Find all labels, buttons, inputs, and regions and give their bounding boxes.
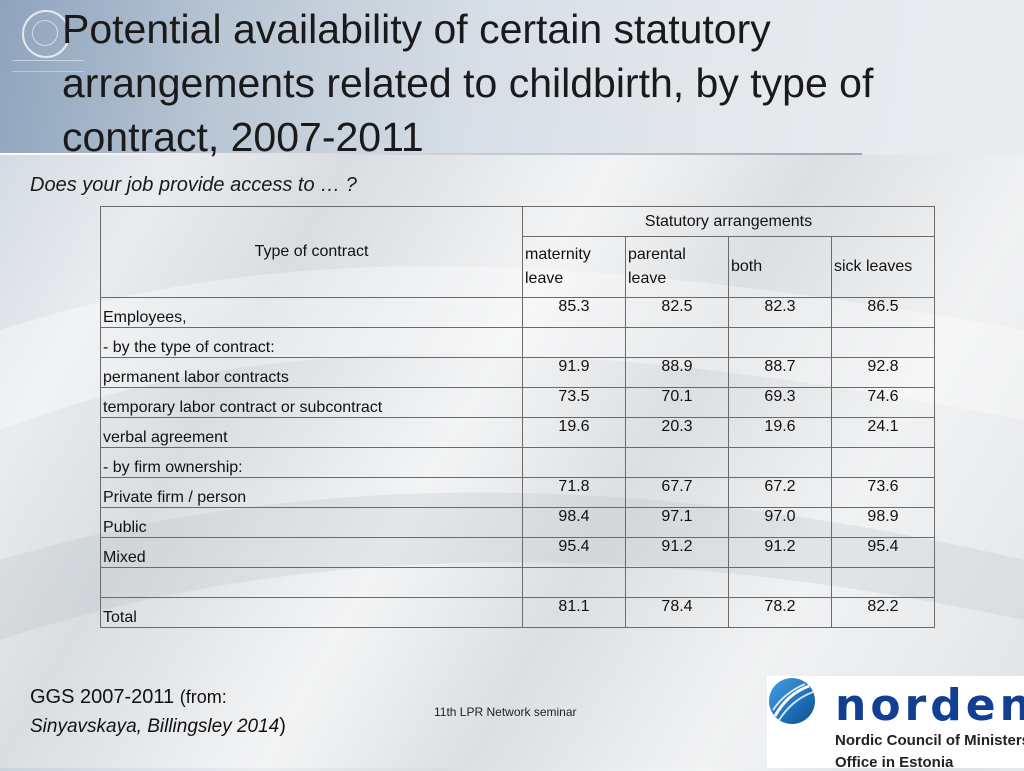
table-cell: 78.4 (625, 597, 729, 628)
row-label: temporary labor contract or subcontract (100, 387, 523, 418)
table-cell: 97.0 (728, 507, 832, 538)
table-row: Private firm / person 71.8 67.7 67.2 73.6 (100, 477, 935, 508)
seal-caption-mark (12, 60, 84, 72)
slide-subtitle: Does your job provide access to … ? (30, 174, 357, 196)
norden-wordmark: norden (835, 680, 1024, 731)
table-cell: 98.4 (522, 507, 626, 538)
logo-line-1: Nordic Council of Ministers' (835, 732, 1024, 749)
row-label: - by firm ownership: (100, 447, 523, 478)
table-cell (728, 567, 832, 598)
table-cell: 91.2 (625, 537, 729, 568)
table-cell (831, 447, 935, 478)
col-header-parental: parental leave (625, 236, 729, 298)
table-cell: 19.6 (728, 417, 832, 448)
table-cell (522, 567, 626, 598)
row-label: permanent labor contracts (100, 357, 523, 388)
header-band (0, 0, 1024, 155)
table-cell: 71.8 (522, 477, 626, 508)
row-label: Mixed (100, 537, 523, 568)
norden-logo: norden Nordic Council of Ministers' Offi… (767, 676, 1024, 771)
row-label: - by the type of contract: (100, 327, 523, 358)
slide-title: Potential availability of certain statut… (62, 6, 874, 160)
row-label (100, 567, 523, 598)
table-cell: 88.9 (625, 357, 729, 388)
table-cell: 85.3 (522, 297, 626, 328)
logo-line-2: Office in Estonia (835, 754, 954, 771)
table-cell: 69.3 (728, 387, 832, 418)
row-label: Public (100, 507, 523, 538)
table-cell: 19.6 (522, 417, 626, 448)
table-cell (625, 447, 729, 478)
source-close: ) (279, 715, 286, 737)
table-row: Total 81.1 78.4 78.2 82.2 (100, 597, 935, 628)
row-label: verbal agreement (100, 417, 523, 448)
group-header-statutory: Statutory arrangements (522, 206, 935, 237)
table-cell: 95.4 (522, 537, 626, 568)
table-cell: 82.3 (728, 297, 832, 328)
table-cell (728, 327, 832, 358)
table-cell: 95.4 (831, 537, 935, 568)
table-cell: 70.1 (625, 387, 729, 418)
table-row: Employees, 85.3 82.5 82.3 86.5 (100, 297, 935, 328)
row-label: Employees, (100, 297, 523, 328)
table-row: permanent labor contracts 91.9 88.9 88.7 92.… (100, 357, 935, 388)
col-header-sick: sick leaves (831, 236, 935, 298)
source-from: (from: (179, 687, 227, 707)
table-cell: 67.7 (625, 477, 729, 508)
table-cell: 82.2 (831, 597, 935, 628)
table-cell (831, 567, 935, 598)
table-row (100, 567, 935, 598)
table-row: - by the type of contract: (100, 327, 935, 358)
table-row: verbal agreement 19.6 20.3 19.6 24.1 (100, 417, 935, 448)
source-note: GGS 2007-2011 (from: Sinyavskaya, Billin… (30, 683, 286, 741)
row-label: Private firm / person (100, 477, 523, 508)
col-header-both: both (728, 236, 832, 298)
table-cell: 20.3 (625, 417, 729, 448)
source-authors: Sinyavskaya, Billingsley 2014 (30, 716, 280, 737)
table-cell: 78.2 (728, 597, 832, 628)
table-cell: 88.7 (728, 357, 832, 388)
table-cell: 91.9 (522, 357, 626, 388)
table-row: Mixed 95.4 91.2 91.2 95.4 (100, 537, 935, 568)
table-cell: 82.5 (625, 297, 729, 328)
table-cell: 67.2 (728, 477, 832, 508)
col-header-type-of-contract: Type of contract (100, 206, 523, 298)
table-cell: 97.1 (625, 507, 729, 538)
table-cell (831, 327, 935, 358)
table-row: temporary labor contract or subcontract 7… (100, 387, 935, 418)
table-cell: 74.6 (831, 387, 935, 418)
table-cell: 24.1 (831, 417, 935, 448)
table-cell: 86.5 (831, 297, 935, 328)
footer-event: 11th LPR Network seminar (434, 705, 577, 719)
row-label: Total (100, 597, 523, 628)
table-cell: 92.8 (831, 357, 935, 388)
table-cell: 73.6 (831, 477, 935, 508)
table-cell: 81.1 (522, 597, 626, 628)
header-divider (0, 153, 862, 155)
source-dataset: GGS 2007-2011 (30, 686, 175, 708)
table-cell (625, 327, 729, 358)
availability-table: Type of contract Statutory arrangements … (100, 206, 935, 628)
table-cell (728, 447, 832, 478)
table-cell (625, 567, 729, 598)
table-row: - by firm ownership: (100, 447, 935, 478)
table-cell (522, 327, 626, 358)
table-cell: 98.9 (831, 507, 935, 538)
table-row: Public 98.4 97.1 97.0 98.9 (100, 507, 935, 538)
university-seal-icon (22, 10, 70, 58)
col-header-maternity: maternity leave (522, 236, 626, 298)
table-cell: 91.2 (728, 537, 832, 568)
table-cell (522, 447, 626, 478)
table-cell: 73.5 (522, 387, 626, 418)
norden-swan-icon (769, 678, 815, 724)
